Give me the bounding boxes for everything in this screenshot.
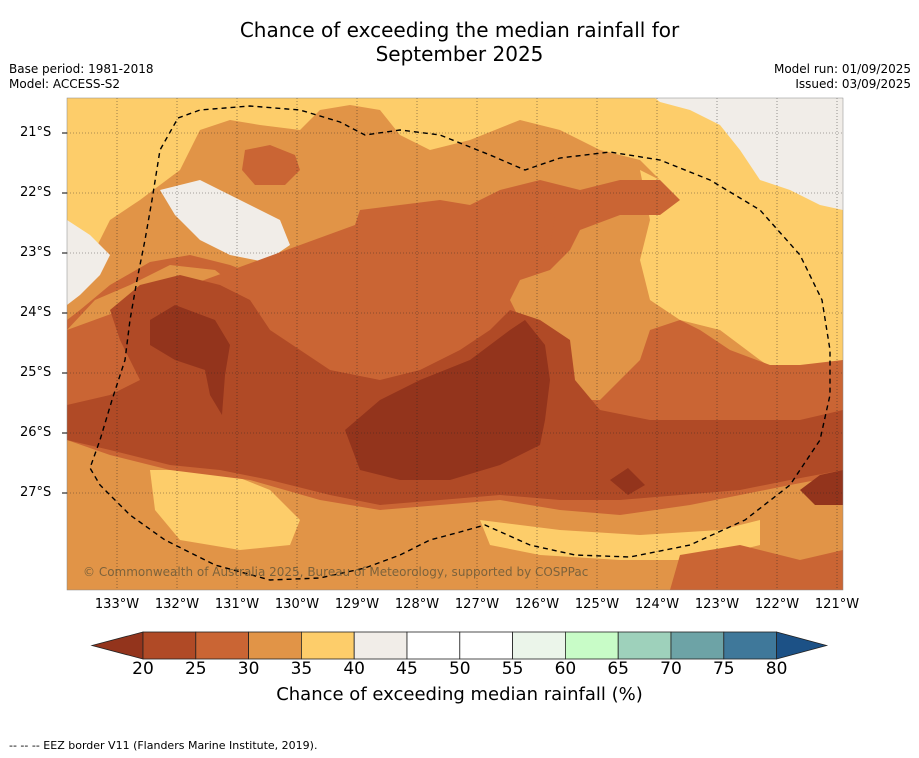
lon-label-121w: 121°W (814, 597, 860, 612)
copyright-notice: © Commonwealth of Australia 2025, Bureau… (83, 565, 589, 579)
colorbar-tick-70: 70 (660, 659, 682, 679)
lon-label-127w: 127°W (454, 597, 500, 612)
map-band-40-north (67, 98, 843, 360)
map-band-40-northwest (67, 98, 240, 230)
lat-label-22s: 22°S (20, 185, 52, 200)
metadata-right: Model run: 01/09/2025 Issued: 03/09/2025 (774, 62, 911, 92)
lat-label-26s: 26°S (20, 425, 52, 440)
lon-label-126w: 126°W (514, 597, 560, 612)
eez-border (89, 105, 831, 581)
colorbar-tick-45: 45 (396, 659, 418, 679)
lon-label-123w: 123°W (694, 597, 740, 612)
model-name: Model: ACCESS-S2 (9, 77, 121, 91)
map-band-45-northeast (655, 98, 843, 210)
colorbar-tick-35: 35 (290, 659, 313, 679)
map-band-20-west (150, 305, 230, 415)
colorbar-tick-20: 20 (132, 659, 154, 679)
colorbar-tick-60: 60 (554, 659, 577, 679)
title-line-2: September 2025 (375, 42, 544, 66)
lat-label-25s: 25°S (20, 365, 52, 380)
map-band-30-north-blob (242, 145, 300, 185)
title-line-1: Chance of exceeding the median rainfall … (239, 18, 680, 42)
lon-label-125w: 125°W (574, 597, 620, 612)
lon-label-129w: 129°W (334, 597, 380, 612)
lat-label-21s: 21°S (20, 125, 52, 140)
map-band-45-inner (160, 180, 290, 262)
lat-label-24s: 24°S (20, 305, 52, 320)
map-band-20-east (610, 468, 645, 495)
map-band-30-ne (500, 205, 555, 255)
lon-label-133w: 133°W (94, 597, 140, 612)
colorbar-tick-40: 40 (343, 659, 365, 679)
lon-label-132w: 132°W (154, 597, 200, 612)
colorbar-tick-50: 50 (448, 659, 471, 679)
base-period: Base period: 1981-2018 (9, 62, 154, 76)
colorbar-tick-75: 75 (712, 659, 735, 679)
map-band-45-west (67, 220, 110, 305)
map-band-30-corner (670, 545, 843, 590)
map-band-40-southeast (480, 520, 760, 560)
lat-label-23s: 23°S (20, 245, 52, 260)
map-frame (66, 97, 844, 591)
colorbar-tick-80: 80 (765, 659, 788, 679)
colorbar-tick-65: 65 (607, 659, 629, 679)
lon-label-130w: 130°W (274, 597, 320, 612)
grid-lines (67, 98, 843, 590)
eez-footnote: -- -- -- EEZ border V11 (Flanders Marine… (9, 739, 318, 752)
lon-label-122w: 122°W (754, 597, 800, 612)
map-band-40-south (150, 470, 300, 550)
map-band-20-center (345, 320, 550, 480)
colorbar-tick-25: 25 (184, 659, 207, 679)
issued-date: Issued: 03/09/2025 (795, 77, 911, 91)
lon-label-128w: 128°W (394, 597, 440, 612)
model-run-date: Model run: 01/09/2025 (773, 62, 911, 76)
rainfall-map (62, 97, 844, 591)
lon-label-124w: 124°W (634, 597, 680, 612)
map-band-20-far-east (800, 470, 843, 505)
metadata-left: Base period: 1981-2018 Model: ACCESS-S2 (9, 62, 154, 92)
map-band-40-east (640, 170, 843, 380)
lat-label-27s: 27°S (20, 485, 52, 500)
colorbar-label: Chance of exceeding median rainfall (%) (276, 684, 643, 705)
colorbar-tick-55: 55 (501, 659, 524, 679)
lon-label-131w: 131°W (214, 597, 260, 612)
chart-title: Chance of exceeding the median rainfall … (0, 18, 919, 66)
colorbar-tick-30: 30 (237, 659, 260, 679)
